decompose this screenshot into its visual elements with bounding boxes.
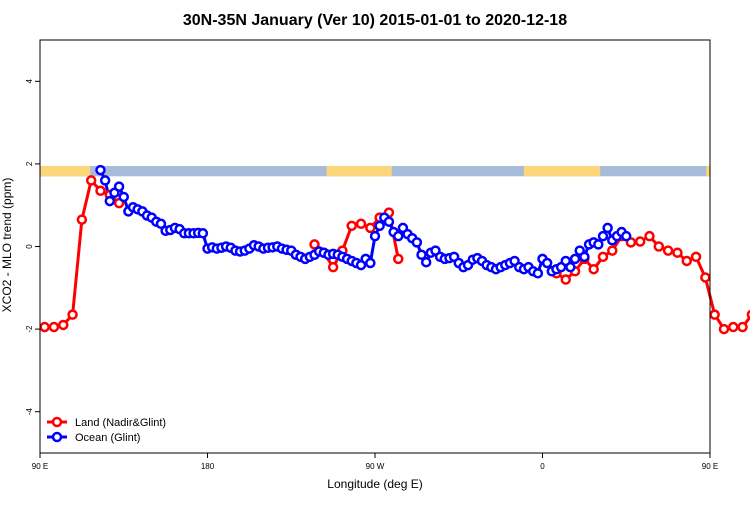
x-tick-label: 90 E [702,462,718,471]
ocean-data-point [394,232,402,240]
land-data-point [329,263,337,271]
land-data-point [69,311,77,319]
chart-title: 30N-35N January (Ver 10) 2015-01-01 to 2… [183,12,567,29]
land-data-point [96,187,104,195]
land-data-point [608,247,616,255]
land-ocean-band [40,166,710,176]
ocean-data-point [101,176,109,184]
ocean-data-point [580,253,588,261]
x-axis: 90 E 180 90 W 0 90 E [32,453,718,471]
ocean-data-point [604,224,612,232]
ocean-data-point [371,232,379,240]
ocean-data-point [413,238,421,246]
land-data-point [78,216,86,224]
ocean-data-point [376,222,384,230]
ocean-data-point [571,255,579,263]
x-axis-label: Longitude (deg E) [327,477,422,491]
land-data-point [50,323,58,331]
land-data-point [646,232,654,240]
ocean-data-point [199,229,207,237]
x-tick-label: 180 [201,462,215,471]
ocean-data-point [422,258,430,266]
land-data-point [683,257,691,265]
land-data-point [655,243,663,251]
land-data-point [636,238,644,246]
ocean-data-point [534,269,542,277]
ocean-data-point [115,183,123,191]
legend-ocean-label: Ocean (Glint) [75,432,140,444]
y-tick-label: 4 [25,79,34,84]
ocean-data-point [594,240,602,248]
legend-land-label: Land (Nadir&Glint) [75,417,166,429]
land-data-point [673,249,681,257]
land-data-point [562,276,570,284]
land-data-point [711,311,719,319]
ocean-data-point [599,232,607,240]
ocean-data-point [385,218,393,226]
land-data-point [394,255,402,263]
y-tick-label: 2 [25,161,34,166]
series-lines [45,170,750,329]
legend: Land (Nadir&Glint) Ocean (Glint) [47,417,166,444]
y-axis-label: XCO2 - MLO trend (ppm) [0,178,14,313]
ocean-data-point [120,193,128,201]
land-band-segment [327,166,392,176]
land-data-point [41,323,49,331]
ocean-data-point [622,232,630,240]
y-tick-label: -2 [25,325,34,333]
land-band-segment [40,166,90,176]
ocean-data-point [543,259,551,267]
land-data-point [739,323,747,331]
ocean-data-point [96,166,104,174]
legend-ocean-marker [53,433,61,441]
x-tick-label: 0 [540,462,545,471]
y-axis: -4 -2 0 2 4 [25,79,40,416]
land-data-point [701,273,709,281]
y-tick-label: -4 [25,408,34,416]
land-data-point [692,253,700,261]
land-data-point [664,247,672,255]
land-data-point [729,323,737,331]
land-data-point [599,253,607,261]
land-data-point [357,220,365,228]
ocean-data-point [106,197,114,205]
ocean-data-point [366,259,374,267]
y-tick-label: 0 [25,244,34,249]
land-data-point [590,265,598,273]
ocean-data-point [566,263,574,271]
land-data-point [348,222,356,230]
land-data-point [59,321,67,329]
legend-land-marker [53,418,61,426]
x-tick-label: 90 W [366,462,385,471]
land-data-point [87,176,95,184]
land-band-segment [706,166,710,176]
land-data-point [366,224,374,232]
land-data-point [720,325,728,333]
land-band-segment [524,166,600,176]
x-tick-label: 90 E [32,462,48,471]
